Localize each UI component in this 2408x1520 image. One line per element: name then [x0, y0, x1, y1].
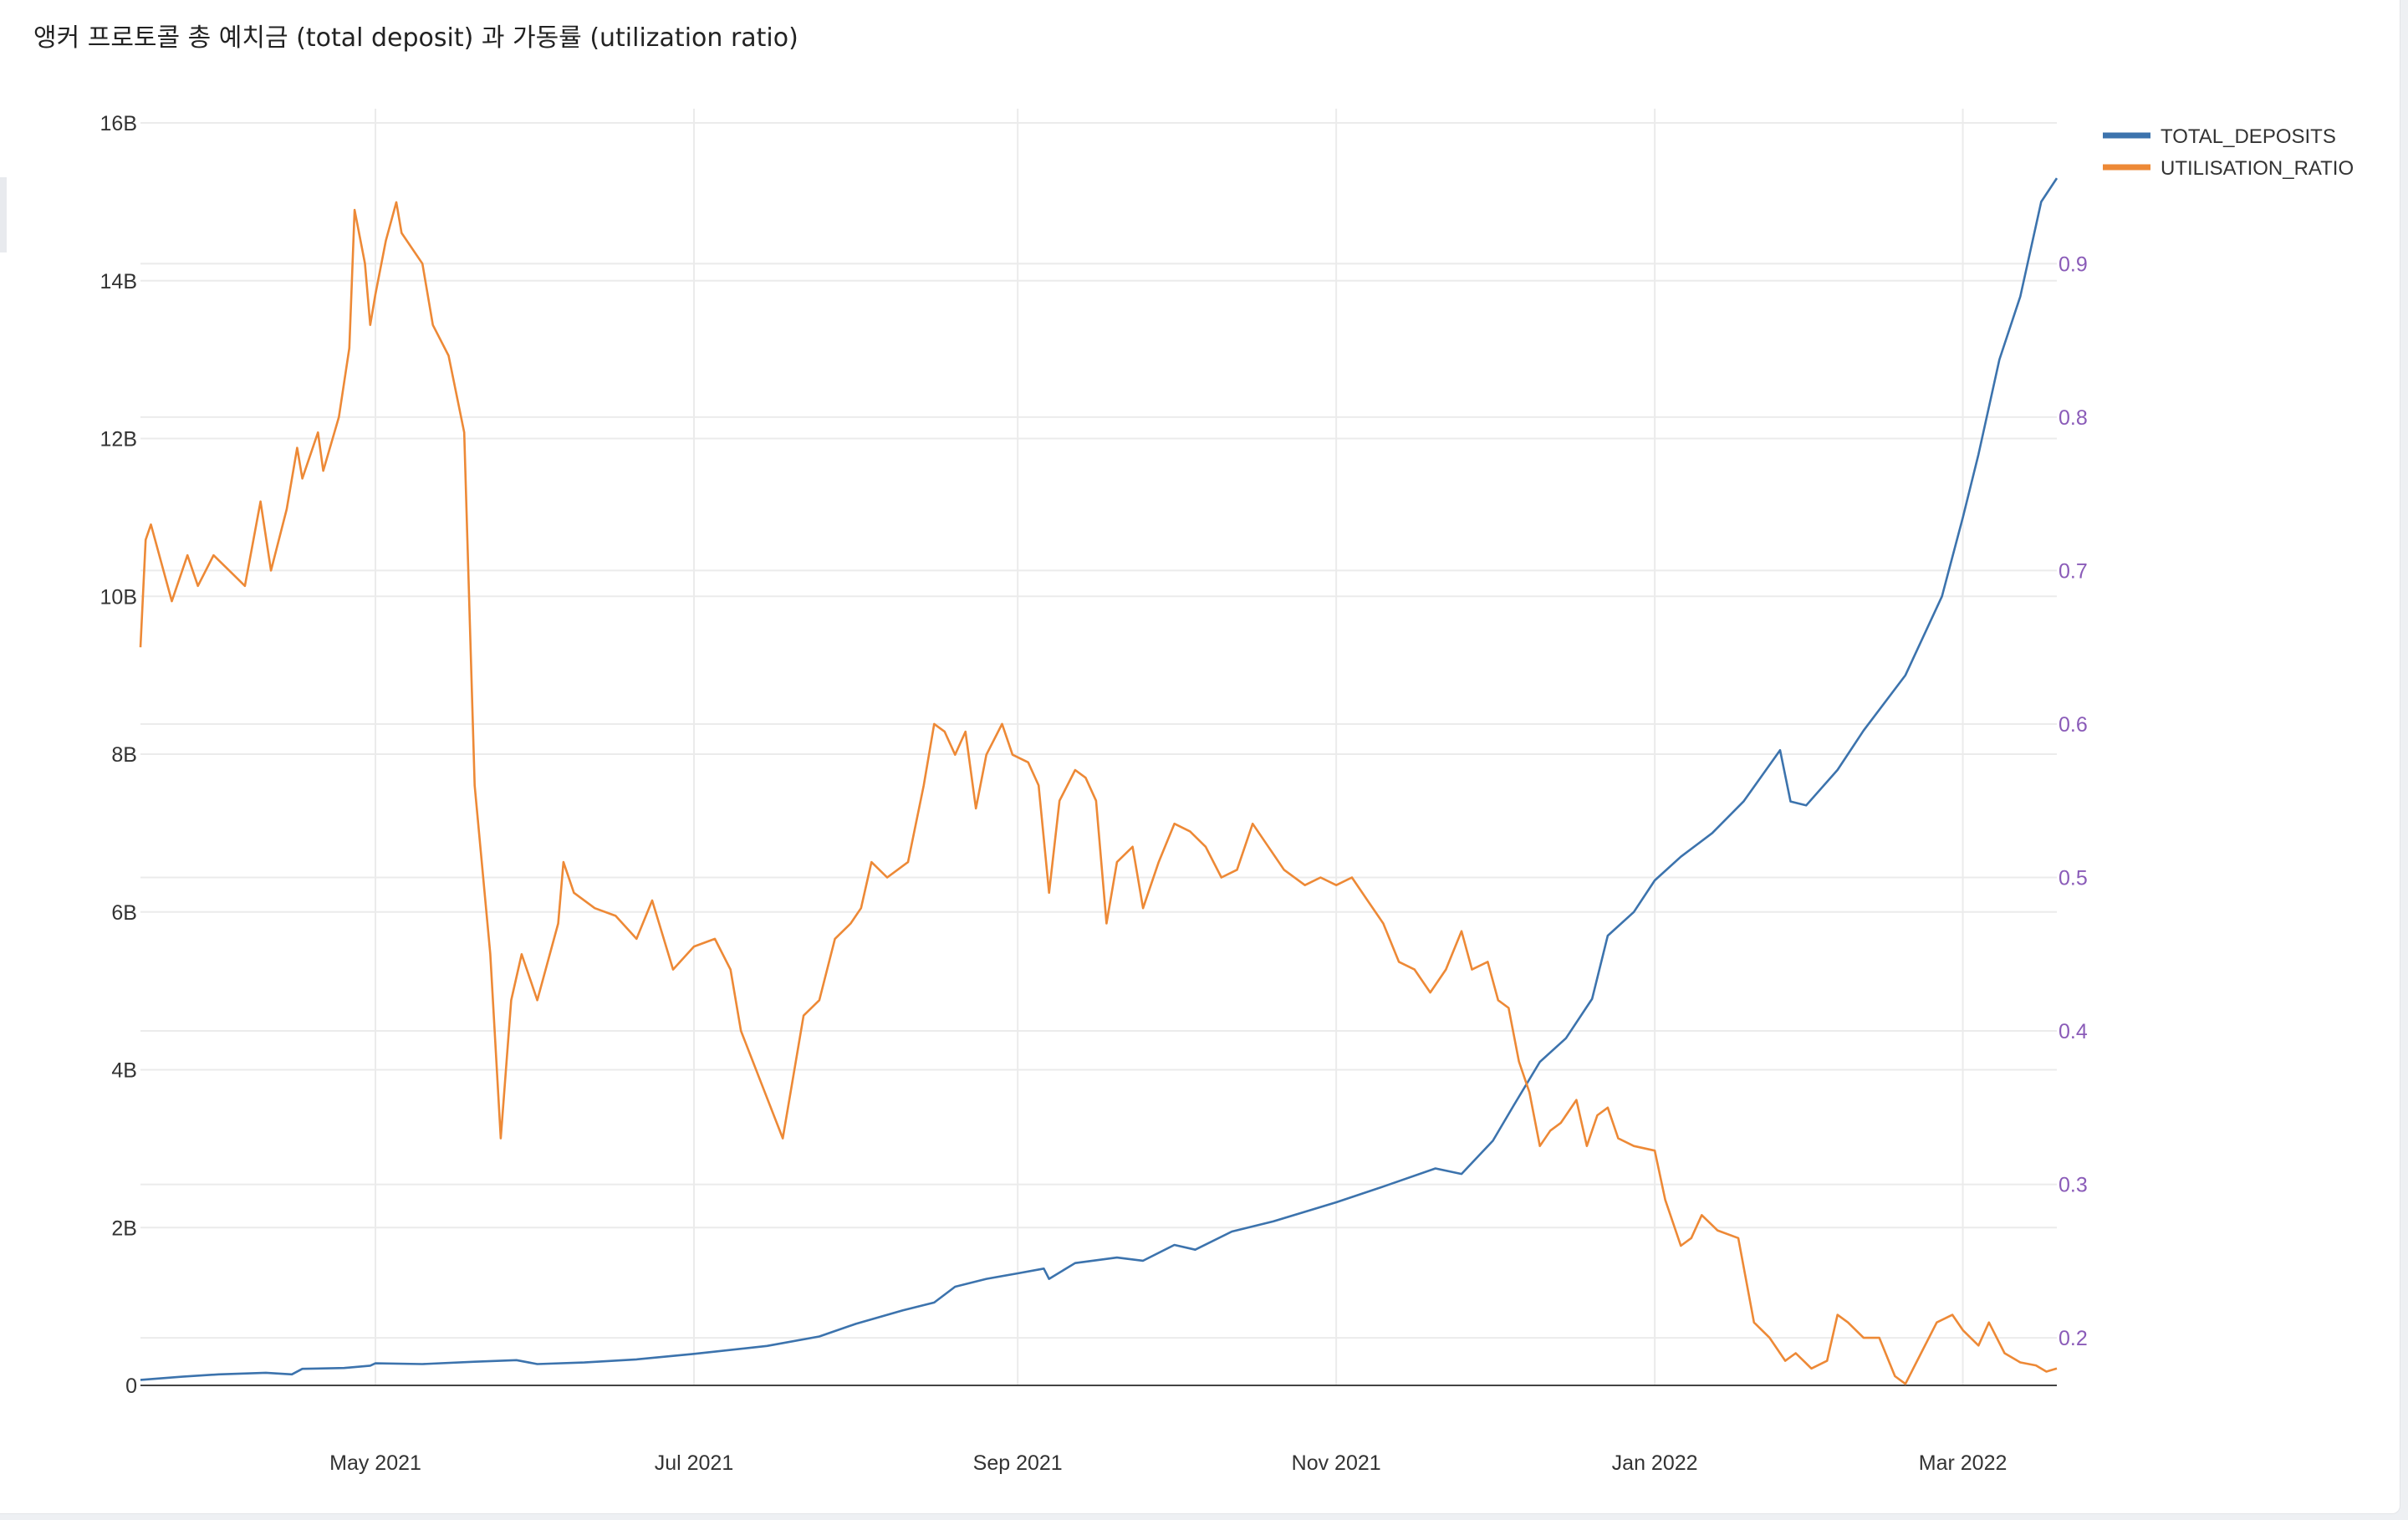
y-tick-label-left: 10B: [100, 585, 137, 609]
x-tick-label: Jan 2022: [1612, 1451, 1698, 1475]
y-tick-label-left: 4B: [111, 1059, 137, 1083]
x-tick-label: Nov 2021: [1292, 1451, 1381, 1475]
y-tick-label-left: 2B: [111, 1217, 137, 1240]
y-tick-label-left: 8B: [111, 743, 137, 767]
x-tick-label: Sep 2021: [973, 1451, 1063, 1475]
legend[interactable]: TOTAL_DEPOSITS UTILISATION_RATIO: [2103, 125, 2354, 180]
x-tick-label: Mar 2022: [1919, 1451, 2008, 1475]
y-tick-label-right: 0.3: [2059, 1174, 2088, 1197]
background-panel-edge: [0, 177, 7, 252]
grid-lines: [140, 109, 2057, 1385]
y-tick-label-right: 0.2: [2059, 1327, 2088, 1350]
y-tick-label-right: 0.5: [2059, 866, 2088, 890]
y-tick-label-left: 0: [125, 1375, 137, 1398]
y-tick-label-left: 14B: [100, 270, 137, 293]
y-tick-label-left: 16B: [100, 112, 137, 135]
utilisation-ratio-line: [139, 201, 2058, 1385]
chart-title: 앵커 프로토콜 총 예치금 (total deposit) 과 가동률 (uti…: [33, 23, 798, 53]
x-tick-label: Jul 2021: [655, 1451, 734, 1475]
legend-label-total-deposits: TOTAL_DEPOSITS: [2161, 125, 2336, 148]
y-tick-label-right: 0.9: [2059, 252, 2088, 276]
y-tick-label-right: 0.7: [2059, 559, 2088, 583]
y-axis-right: 0.2 0.3 0.4 0.5 0.6 0.7 0.8 0.9: [2059, 252, 2088, 1350]
y-tick-label-left: 12B: [100, 428, 137, 451]
y-tick-label-right: 0.8: [2059, 406, 2088, 430]
x-axis: May 2021 Jul 2021 Sep 2021 Nov 2021 Jan 2022…: [329, 1451, 2007, 1475]
legend-label-utilisation-ratio: UTILISATION_RATIO: [2161, 157, 2354, 180]
y-tick-label-right: 0.6: [2059, 713, 2088, 737]
y-tick-label-right: 0.4: [2059, 1020, 2088, 1043]
total-deposits-line: [140, 177, 2059, 1381]
y-axis-left: 0 2B 4B 6B 8B 10B 12B 14B 16B: [100, 112, 137, 1398]
series-lines: [139, 177, 2059, 1385]
x-tick-label: May 2021: [329, 1451, 421, 1475]
y-tick-label-left: 6B: [111, 901, 137, 925]
